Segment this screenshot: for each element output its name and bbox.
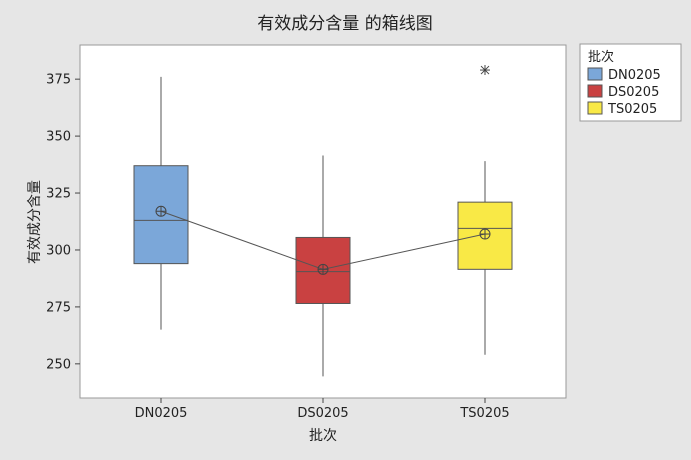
- mean-symbol: [479, 228, 491, 240]
- legend-swatch: [587, 101, 603, 115]
- mean-symbol: [317, 263, 329, 275]
- mean-symbol: [155, 205, 167, 217]
- y-axis: 250 275 300 325 350 375: [46, 73, 80, 372]
- y-axis-label: 有效成分含量: [27, 180, 43, 264]
- x-tick-label: TS0205: [459, 406, 509, 421]
- legend-title: 批次: [588, 49, 614, 65]
- y-tick-label: 375: [46, 73, 71, 88]
- x-axis-label: 批次: [309, 428, 337, 444]
- legend-items: DN0205 DS0205 TS0205: [587, 67, 661, 117]
- legend-entry-label: DN0205: [608, 68, 661, 83]
- legend-swatch: [587, 67, 603, 81]
- asterisk-stroke: [480, 65, 490, 75]
- y-tick-label: 300: [46, 243, 71, 258]
- y-tick-label: 275: [46, 300, 71, 315]
- outlier-asterisk: [480, 65, 490, 76]
- y-tick-label: 250: [46, 357, 71, 372]
- chart-title: 有效成分含量 的箱线图: [257, 14, 432, 34]
- y-tick-label: 325: [46, 187, 71, 202]
- x-axis: DN0205 DS0205 TS0205: [135, 398, 510, 421]
- mean-connect-line: [155, 205, 491, 275]
- legend: 批次 DN0205 DS0205 TS0205: [579, 43, 682, 122]
- x-tick-label: DN0205: [135, 406, 188, 421]
- y-tick-label: 350: [46, 130, 71, 145]
- legend-swatch: [587, 84, 603, 98]
- legend-entry-label: DS0205: [608, 85, 659, 100]
- legend-entry-label: TS0205: [607, 102, 657, 117]
- x-tick-label: DS0205: [297, 406, 348, 421]
